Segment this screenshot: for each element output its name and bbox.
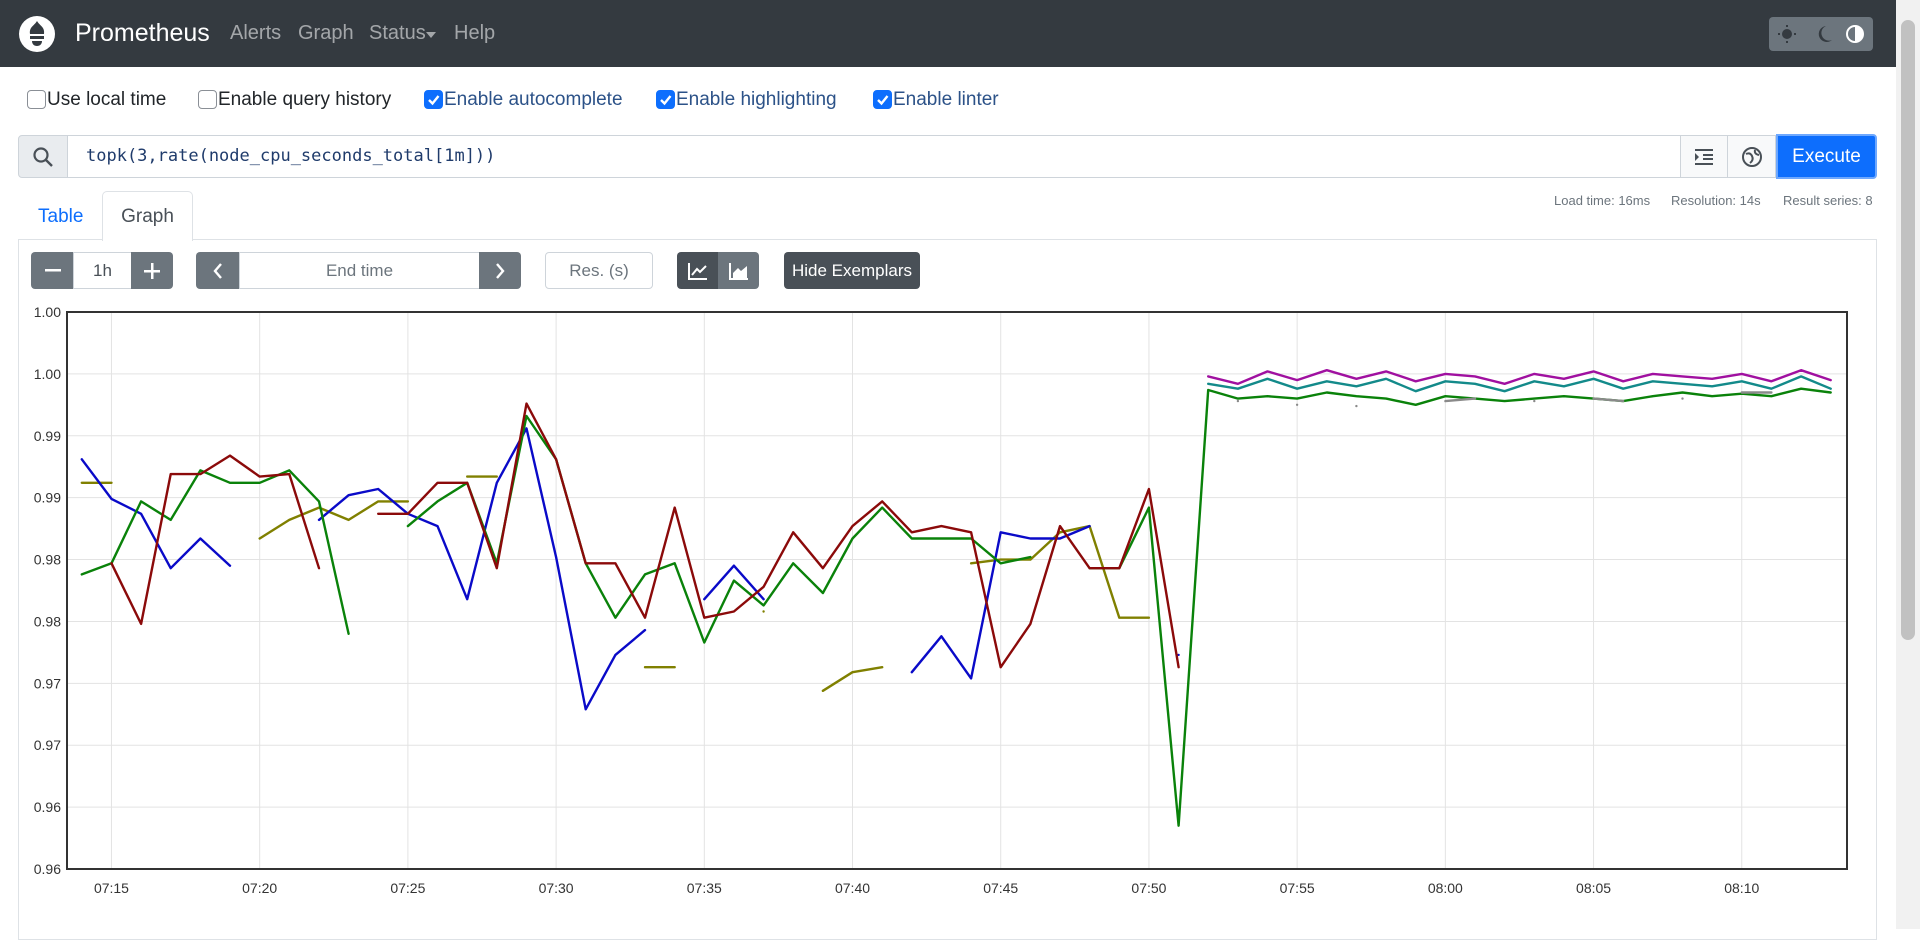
- checkbox-label[interactable]: Enable highlighting: [676, 89, 837, 110]
- y-tick-label: 0.96: [34, 799, 61, 815]
- x-tick-label: 07:20: [242, 880, 277, 896]
- range-increase[interactable]: [131, 252, 173, 289]
- nav-link[interactable]: Help: [454, 22, 496, 44]
- logo: [19, 16, 55, 52]
- y-tick-label: 0.96: [34, 861, 61, 877]
- chart: 0.96 0.96 0.97 0.97 0.98 0.98 0.99 0.99 1.00 1.00…: [34, 304, 1848, 896]
- x-tick-label: 07:50: [1131, 880, 1166, 896]
- end-time-forward[interactable]: [479, 252, 521, 289]
- x-tick-label: 08:00: [1428, 880, 1463, 896]
- tab-active[interactable]: Graph: [102, 191, 193, 241]
- series-line: [1207, 375, 1832, 393]
- result-series: Result series: 8: [1783, 193, 1873, 208]
- exemplars-button[interactable]: Hide Exemplars: [784, 252, 920, 289]
- y-tick-label: 0.99: [34, 490, 61, 506]
- stacked-button[interactable]: [718, 252, 759, 289]
- query-input[interactable]: topk(3,rate(node_cpu_seconds_total[1m])): [67, 135, 1681, 178]
- execute-button[interactable]: Execute: [1776, 134, 1877, 179]
- theme-switch: [1769, 17, 1873, 51]
- end-time-back[interactable]: [196, 252, 239, 289]
- series-line: [110, 402, 1180, 669]
- checkbox[interactable]: [424, 90, 443, 109]
- x-tick-label: 08:10: [1724, 880, 1759, 896]
- search-icon: [18, 135, 68, 178]
- y-tick-label: 0.98: [34, 613, 61, 629]
- checkbox-label[interactable]: Enable linter: [893, 89, 999, 110]
- navbar: Prometheus Alerts Graph Status Help: [0, 0, 1896, 67]
- x-tick-label: 07:40: [835, 880, 870, 896]
- x-tick-label: 07:25: [390, 880, 425, 896]
- range-input[interactable]: 1h: [73, 252, 132, 289]
- scroll-thumb[interactable]: [1901, 20, 1915, 640]
- y-tick-label: 0.97: [34, 737, 61, 753]
- format-button[interactable]: [1680, 135, 1728, 178]
- checkbox[interactable]: [656, 90, 675, 109]
- y-tick-label: 1.00: [34, 304, 61, 320]
- checkbox[interactable]: [873, 90, 892, 109]
- y-tick-label: 1.00: [34, 366, 61, 382]
- caret: [426, 32, 436, 38]
- tab[interactable]: Table: [38, 206, 84, 227]
- x-tick-label: 07:45: [983, 880, 1018, 896]
- series-line: [80, 427, 1180, 711]
- end-time-input[interactable]: End time: [239, 252, 480, 289]
- resolution: Resolution: 14s: [1671, 193, 1761, 208]
- series-line: [80, 387, 1832, 827]
- checkbox-label[interactable]: Enable autocomplete: [444, 89, 623, 110]
- unstacked-button[interactable]: [677, 252, 719, 289]
- series-line: [1236, 391, 1773, 408]
- scrollbar[interactable]: [1896, 0, 1920, 929]
- checkbox[interactable]: [198, 90, 217, 109]
- brand[interactable]: Prometheus: [75, 19, 210, 47]
- theme-icons[interactable]: [1769, 17, 1873, 51]
- metrics-explorer[interactable]: [1727, 135, 1776, 178]
- nav-dropdown[interactable]: Status: [369, 22, 426, 44]
- x-tick-label: 07:30: [539, 880, 574, 896]
- range-decrease[interactable]: [31, 252, 74, 289]
- checkbox[interactable]: [27, 90, 46, 109]
- load-time: Load time: 16ms: [1554, 193, 1651, 208]
- x-tick-label: 07:35: [687, 880, 722, 896]
- plot-border: [66, 311, 1848, 870]
- y-tick-label: 0.98: [34, 552, 61, 568]
- resolution-input[interactable]: Res. (s): [545, 252, 653, 289]
- y-tick-label: 0.99: [34, 428, 61, 444]
- x-tick-label: 08:05: [1576, 880, 1611, 896]
- nav-link[interactable]: Graph: [298, 22, 354, 44]
- nav-link[interactable]: Alerts: [230, 22, 282, 44]
- series-line: [80, 475, 1151, 692]
- checkbox-label[interactable]: Enable query history: [218, 89, 392, 110]
- y-tick-label: 0.97: [34, 675, 61, 691]
- series-line: [1207, 369, 1832, 385]
- checkbox-label[interactable]: Use local time: [47, 89, 167, 110]
- x-tick-label: 07:15: [94, 880, 129, 896]
- x-tick-label: 07:55: [1280, 880, 1315, 896]
- tab-border: [18, 239, 1877, 240]
